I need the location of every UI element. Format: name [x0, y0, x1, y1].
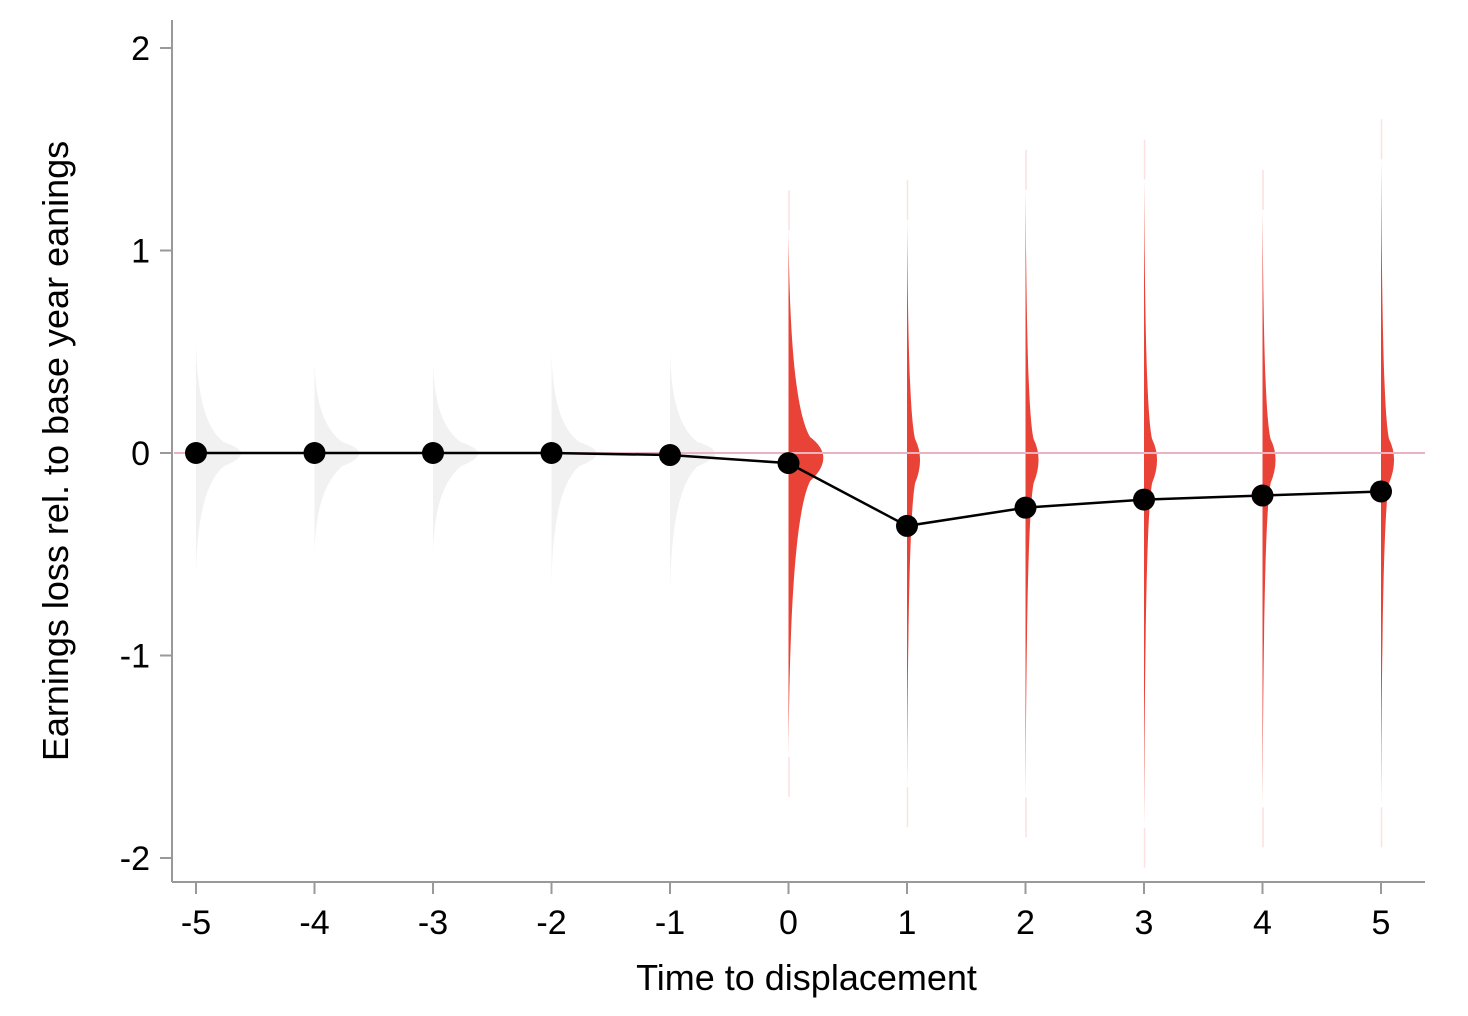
y-tick-label: -1 [120, 638, 150, 676]
data-point [185, 442, 207, 464]
pre-displacement-distribution [314, 361, 360, 555]
x-tick-label: 4 [1253, 904, 1272, 942]
x-tick-label: 0 [779, 904, 798, 942]
data-point [1014, 496, 1037, 519]
x-tick-label: 5 [1372, 904, 1391, 942]
y-axis-title: Earnings loss rel. to base year eanings [35, 141, 76, 761]
y-tick-label: 2 [131, 30, 150, 68]
pre-displacement-distribution [551, 351, 597, 585]
x-tick-label: -5 [181, 904, 211, 942]
x-tick-label: -2 [536, 904, 566, 942]
data-point [1370, 480, 1392, 503]
data-point [303, 442, 326, 464]
post-displacement-distribution [788, 230, 824, 757]
y-tick-label: -2 [120, 840, 150, 878]
x-tick-label: 3 [1135, 904, 1154, 942]
distribution-layer [196, 119, 1395, 868]
series-points [185, 442, 1392, 537]
data-point [896, 514, 918, 537]
y-tick-label: 0 [131, 435, 150, 473]
pre-displacement-distribution [670, 351, 715, 595]
y-tick-label: 1 [131, 233, 150, 271]
pre-displacement-distribution [196, 341, 241, 575]
post-displacement-distribution [1262, 210, 1276, 808]
post-displacement-distribution [1025, 189, 1039, 798]
x-tick-label: -3 [418, 904, 448, 942]
x-tick-label: -4 [299, 904, 329, 942]
data-point [659, 444, 681, 467]
y-axis-ticks: -2 -1 0 1 2 [120, 30, 172, 878]
x-tick-label: 1 [898, 904, 917, 942]
data-point [422, 442, 444, 464]
x-tick-label: -1 [655, 904, 685, 942]
x-axis-title: Time to displacement [636, 957, 977, 998]
post-displacement-distribution [907, 220, 921, 788]
data-point [1251, 484, 1274, 507]
data-point [777, 452, 800, 475]
pre-displacement-distribution [433, 361, 478, 555]
x-axis-ticks: -5 -4 -3 -2 -1 0 1 2 3 4 5 [181, 882, 1391, 942]
data-point [1133, 488, 1155, 511]
x-tick-label: 2 [1016, 904, 1035, 942]
data-point [540, 442, 563, 464]
